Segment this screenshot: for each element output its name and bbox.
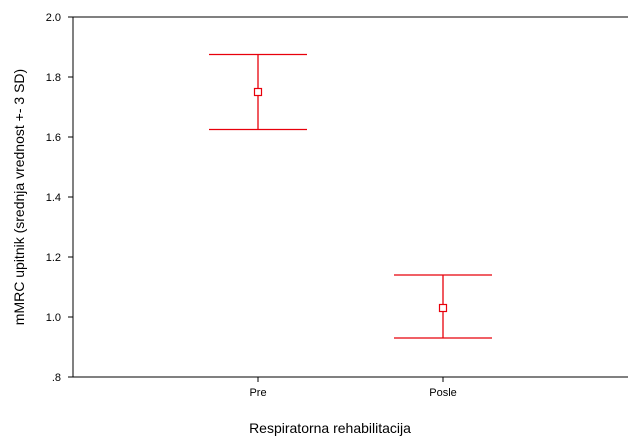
y-tick-label: 1.4 bbox=[46, 192, 61, 204]
y-tick-label: 1.0 bbox=[46, 312, 61, 324]
error-bars bbox=[209, 53, 492, 339]
y-tick-label: 1.8 bbox=[46, 72, 61, 84]
y-ticks: .8 1.0 1.2 1.4 1.6 1.8 2.0 bbox=[46, 12, 73, 384]
y-tick-label: 2.0 bbox=[46, 12, 61, 24]
axes bbox=[72, 16, 628, 378]
y-tick-label: 1.6 bbox=[46, 132, 61, 144]
x-tick-label: Pre bbox=[249, 387, 266, 399]
mean-marker bbox=[438, 303, 448, 313]
y-axis-title: mMRC upitnik (srednja vrednost +- 3 SD) bbox=[11, 69, 27, 325]
x-axis-title: Respiratorna rehabilitacija bbox=[249, 420, 411, 436]
y-tick-label: 1.2 bbox=[46, 252, 61, 264]
x-tick-label: Posle bbox=[429, 387, 457, 399]
error-bar-posle bbox=[394, 274, 492, 339]
x-ticks: Pre Posle bbox=[249, 377, 457, 399]
mean-marker bbox=[253, 87, 263, 97]
y-tick-label: .8 bbox=[52, 372, 61, 384]
error-bar-pre bbox=[209, 53, 307, 131]
